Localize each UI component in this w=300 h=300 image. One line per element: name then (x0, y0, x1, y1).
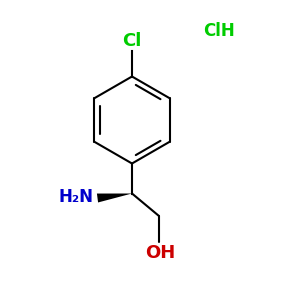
Text: ClH: ClH (203, 22, 235, 40)
Text: H₂N: H₂N (58, 188, 93, 206)
Polygon shape (97, 194, 132, 202)
Text: OH: OH (146, 244, 176, 262)
Text: Cl: Cl (122, 32, 142, 50)
